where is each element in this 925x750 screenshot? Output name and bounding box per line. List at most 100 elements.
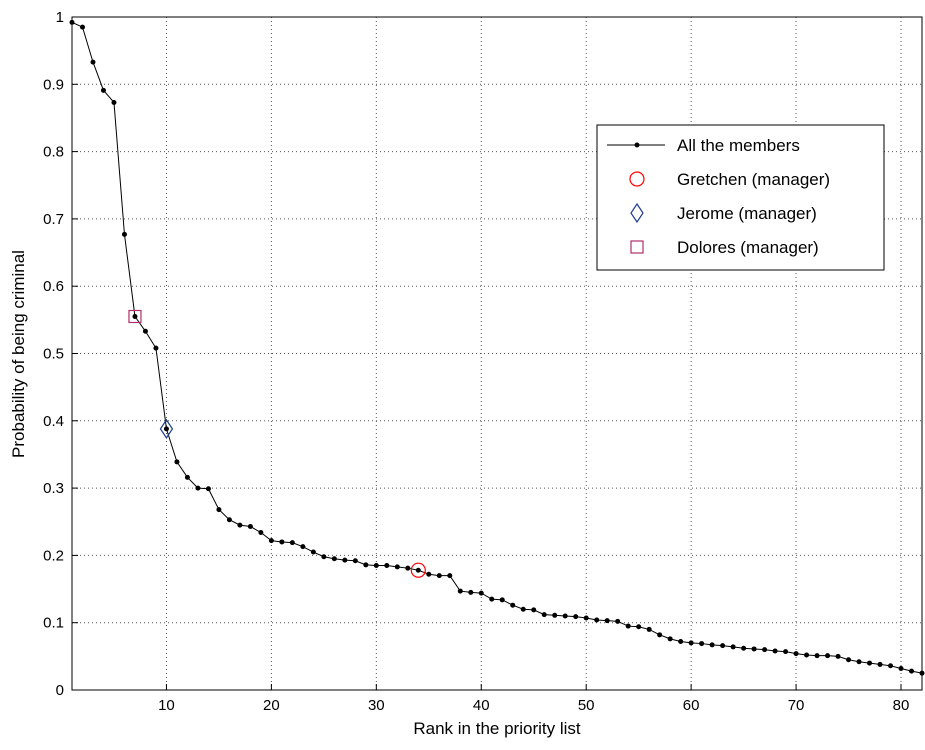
point <box>793 651 799 657</box>
point <box>373 562 379 568</box>
point <box>919 670 925 676</box>
legend-label: All the members <box>677 136 800 155</box>
point <box>583 615 589 621</box>
x-tick-label: 30 <box>368 697 385 714</box>
point <box>541 612 547 618</box>
marker-square <box>128 309 142 324</box>
y-tick-label: 0.3 <box>43 480 64 497</box>
point <box>426 571 432 577</box>
point <box>741 645 747 651</box>
point <box>772 648 778 654</box>
point <box>142 328 148 334</box>
point <box>289 540 295 546</box>
point <box>730 644 736 650</box>
point <box>720 643 726 649</box>
point <box>604 618 610 624</box>
point <box>352 558 358 564</box>
point <box>331 556 337 562</box>
point <box>888 663 894 669</box>
y-tick-label: 0.1 <box>43 615 64 632</box>
point <box>447 573 453 579</box>
point <box>688 640 694 646</box>
point <box>405 565 411 571</box>
y-tick-label: 0 <box>56 682 64 699</box>
point <box>153 345 159 351</box>
y-tick-label: 0.4 <box>43 413 64 430</box>
y-tick-label: 0.2 <box>43 547 64 564</box>
point <box>184 474 190 480</box>
x-tick-label: 20 <box>263 697 280 714</box>
point <box>615 618 621 624</box>
point <box>100 87 106 93</box>
legend-marker <box>630 240 644 254</box>
point <box>195 485 201 491</box>
point <box>174 459 180 465</box>
point <box>709 642 715 648</box>
y-tick-label: 1 <box>56 9 64 26</box>
point <box>562 613 568 619</box>
point <box>111 99 117 105</box>
point <box>226 517 232 523</box>
point <box>310 549 316 555</box>
point <box>342 557 348 563</box>
point <box>573 614 579 620</box>
point <box>132 313 138 319</box>
x-tick-label: 80 <box>893 697 910 714</box>
point <box>762 647 768 653</box>
point <box>657 632 663 638</box>
x-tick-label: 50 <box>578 697 595 714</box>
point <box>258 530 264 536</box>
point <box>667 636 673 642</box>
legend-label: Gretchen (manager) <box>677 170 830 189</box>
point <box>415 567 421 573</box>
legend: All the members Gretchen (manager) Jerome … <box>596 124 885 271</box>
point <box>394 564 400 570</box>
point <box>279 539 285 545</box>
point <box>384 562 390 568</box>
y-tick-label: 0.6 <box>43 278 64 295</box>
marker-circle <box>410 562 426 578</box>
legend-label: Dolores (manager) <box>677 238 819 257</box>
point <box>867 660 873 666</box>
point <box>79 24 85 30</box>
point <box>594 617 600 623</box>
plot-frame <box>71 16 923 691</box>
point <box>751 646 757 652</box>
point <box>909 668 915 674</box>
point <box>300 544 306 550</box>
legend-label: Jerome (manager) <box>677 204 817 223</box>
marker-diamond <box>159 418 174 439</box>
point <box>898 665 904 671</box>
point <box>163 426 169 432</box>
x-tick-label: 60 <box>683 697 700 714</box>
y-tick-label: 0.9 <box>43 76 64 93</box>
y-axis-label: Probability of being criminal <box>9 250 28 458</box>
point <box>804 652 810 658</box>
point <box>835 653 841 659</box>
point <box>636 624 642 630</box>
point <box>877 661 883 667</box>
point <box>457 588 463 594</box>
point <box>247 523 253 529</box>
x-tick-label: 40 <box>473 697 490 714</box>
y-tick-label: 0.7 <box>43 211 64 228</box>
point <box>205 486 211 492</box>
y-tick-label: 0.8 <box>43 144 64 161</box>
point <box>489 596 495 602</box>
point <box>856 659 862 665</box>
point <box>552 612 558 618</box>
point <box>436 573 442 579</box>
point <box>321 554 327 560</box>
legend-marker <box>630 202 644 224</box>
point <box>216 507 222 513</box>
x-tick-label: 70 <box>788 697 805 714</box>
point <box>699 641 705 647</box>
legend-marker <box>629 171 645 187</box>
point <box>468 589 474 595</box>
point <box>783 649 789 655</box>
legend-box <box>596 124 885 271</box>
point <box>237 522 243 528</box>
x-axis-label: Rank in the priority list <box>413 719 581 738</box>
x-tick-label: 10 <box>158 697 175 714</box>
